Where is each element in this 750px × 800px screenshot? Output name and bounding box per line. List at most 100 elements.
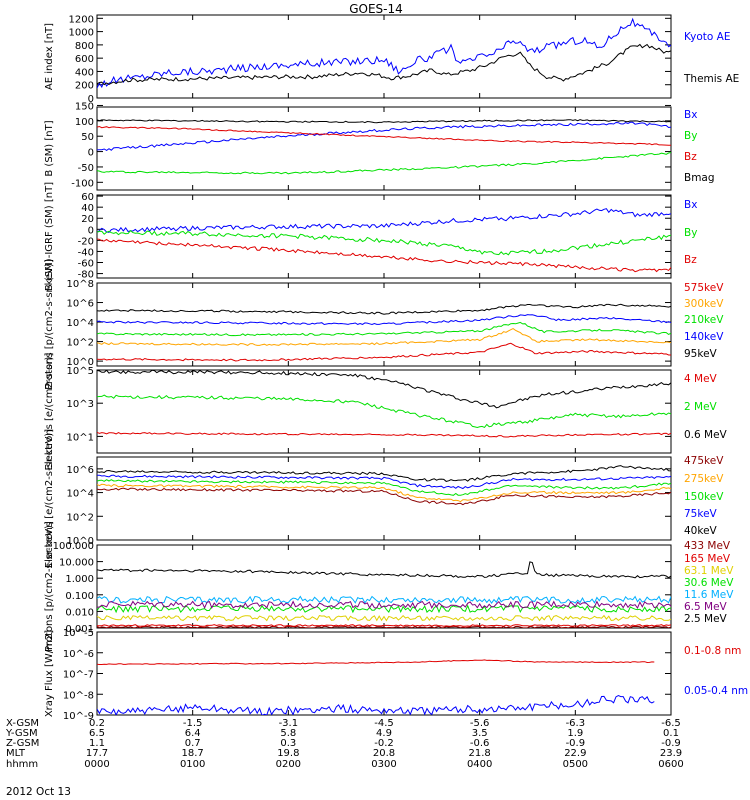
ephemeris-value: 0100 [180, 759, 205, 770]
y-tick-label: 1.000 [65, 574, 94, 585]
ephemeris-row-label: hhmm [6, 759, 38, 770]
legend-label: Themis AE [683, 73, 739, 85]
legend-label: By [684, 130, 697, 142]
y-tick-label: -60 [78, 259, 94, 270]
y-tick-label: -20 [78, 236, 94, 247]
legend-label: 30.6 MeV [684, 577, 734, 589]
ephemeris-value: 22.9 [564, 748, 586, 759]
series-line-by [97, 152, 671, 175]
panel-8: 10^-9 10^-8 10^-7 10^-6 10^-5 Xray Flux [W/m2… [44, 628, 748, 722]
panel-5: 10^1 10^3 10^5 Electrons [e/(cm2-s-sr)] 4 Me… [44, 352, 728, 470]
panel-2: -100 -50 0 50 100 150 B (SM) [nT] Bx By Bz Bmag [44, 101, 715, 191]
ephemeris-value: -1.5 [183, 718, 203, 729]
series-line-95kev [97, 303, 671, 315]
y-axis-label: Electrons [e/(cm2-s-sr-keV)] [44, 429, 55, 568]
series-line-0-05-0-4-nm [97, 695, 655, 715]
y-tick-label: 10^0 [67, 536, 94, 547]
ephemeris-row-label: MLT [6, 748, 26, 759]
legend-label: 165 MeV [684, 553, 731, 565]
ephemeris-value: -6.3 [566, 718, 586, 729]
figure-title: GOES-14 [349, 2, 403, 16]
y-tick-label: 0 [88, 225, 94, 236]
y-axis-label: Electrons [e/(cm2-s-sr)] [44, 352, 55, 470]
ephemeris-value: -4.5 [374, 718, 394, 729]
ephemeris-value: 0600 [658, 759, 683, 770]
series-line-275kev [97, 483, 671, 503]
legend-label: Bmag [684, 172, 715, 184]
series-line-bx [97, 121, 671, 151]
legend-label: 2.5 MeV [684, 613, 728, 625]
panel-1: 0 200 400 600 800 1000 1200 AE index [nT] Kyoto … [44, 14, 739, 105]
panel-frame [96, 106, 672, 191]
y-tick-label: 1200 [69, 14, 94, 25]
legend-label: Bx [684, 109, 697, 121]
ephemeris-row-label: Y-GSM [5, 728, 38, 739]
ephemeris-value: 1.9 [567, 728, 583, 739]
ephemeris-value: 0200 [276, 759, 301, 770]
ephemeris-value: 3.5 [472, 728, 488, 739]
ephemeris-value: 6.5 [89, 728, 105, 739]
panel-frame [96, 282, 672, 367]
ephemeris-row-label: Z-GSM [6, 738, 39, 749]
y-tick-label: 60 [81, 192, 94, 203]
legend-label: 40keV [684, 525, 718, 537]
ephemeris-value: 18.7 [182, 748, 204, 759]
ephemeris-value: 19.8 [277, 748, 299, 759]
y-tick-label: 10^6 [67, 299, 94, 310]
y-tick-label: 10^-6 [63, 649, 94, 660]
series-line-300kev [97, 328, 671, 346]
series-line-475kev [97, 487, 671, 506]
y-tick-label: 10^2 [67, 338, 94, 349]
y-tick-label: 600 [75, 54, 94, 65]
ephemeris-value: 6.4 [185, 728, 201, 739]
series-line-40kev [97, 465, 671, 482]
y-axis-label: AE index [nT] [44, 23, 55, 90]
y-tick-label: 400 [75, 67, 94, 78]
legend-label: 575keV [684, 282, 724, 294]
series-line-6-5-mev [97, 600, 671, 610]
ephemeris-value: -0.9 [566, 738, 586, 749]
ephemeris-value: -0.9 [661, 738, 681, 749]
legend-label: Bz [684, 151, 697, 163]
series-line-433-mev [97, 625, 671, 628]
series-line-575kev [97, 342, 671, 362]
legend-label: 210keV [684, 314, 724, 326]
y-axis-label: B (SM) [nT] [44, 120, 55, 176]
legend-label: 0.05-0.4 nm [684, 685, 748, 697]
series-line-by [97, 230, 671, 256]
panel-frame [96, 369, 672, 454]
y-axis-label: Protons [p/(cm2-s-sr-keV)] [44, 521, 55, 652]
series-line-bz [97, 238, 671, 273]
y-tick-label: 100 [75, 117, 94, 128]
legend-label: Bz [684, 254, 697, 266]
ephemeris-value: 0000 [84, 759, 109, 770]
legend-label: 0.1-0.8 nm [684, 645, 741, 657]
series-line-0-1-0-8-nm [97, 659, 655, 665]
ephemeris-value: 0.1 [663, 728, 679, 739]
legend-label: 300keV [684, 298, 724, 310]
y-axis-label: Protons [p/(cm2-s-sr-keV)] [44, 259, 55, 390]
y-axis-label: Xray Flux [W/m2] [44, 630, 55, 717]
y-tick-label: 10.000 [59, 558, 94, 569]
series-line-bx [97, 208, 671, 233]
y-tick-label: 10^4 [67, 489, 94, 500]
y-tick-label: 0.010 [65, 607, 94, 618]
y-tick-label: -80 [78, 270, 94, 281]
y-tick-label: 10^-9 [63, 711, 94, 722]
series-line-bmag [97, 119, 671, 124]
y-tick-label: 1000 [69, 28, 94, 39]
y-tick-label: 200 [75, 81, 94, 92]
series-line-kyoto-ae [97, 17, 671, 89]
legend-label: 11.6 MeV [684, 589, 734, 601]
ephemeris-value: 0.3 [280, 738, 296, 749]
y-tick-label: 0 [88, 148, 94, 159]
panel-6: 10^0 10^2 10^4 10^6 Electrons [e/(cm2-s-sr-k… [44, 429, 724, 568]
ephemeris-value: 0.7 [185, 738, 201, 749]
panel-frame [96, 194, 672, 279]
legend-label: 433 MeV [684, 540, 731, 552]
legend-label: 140keV [684, 331, 724, 343]
series-line-4-mev [97, 431, 671, 438]
ephemeris-value: -0.2 [374, 738, 394, 749]
y-tick-label: 10^2 [67, 512, 94, 523]
